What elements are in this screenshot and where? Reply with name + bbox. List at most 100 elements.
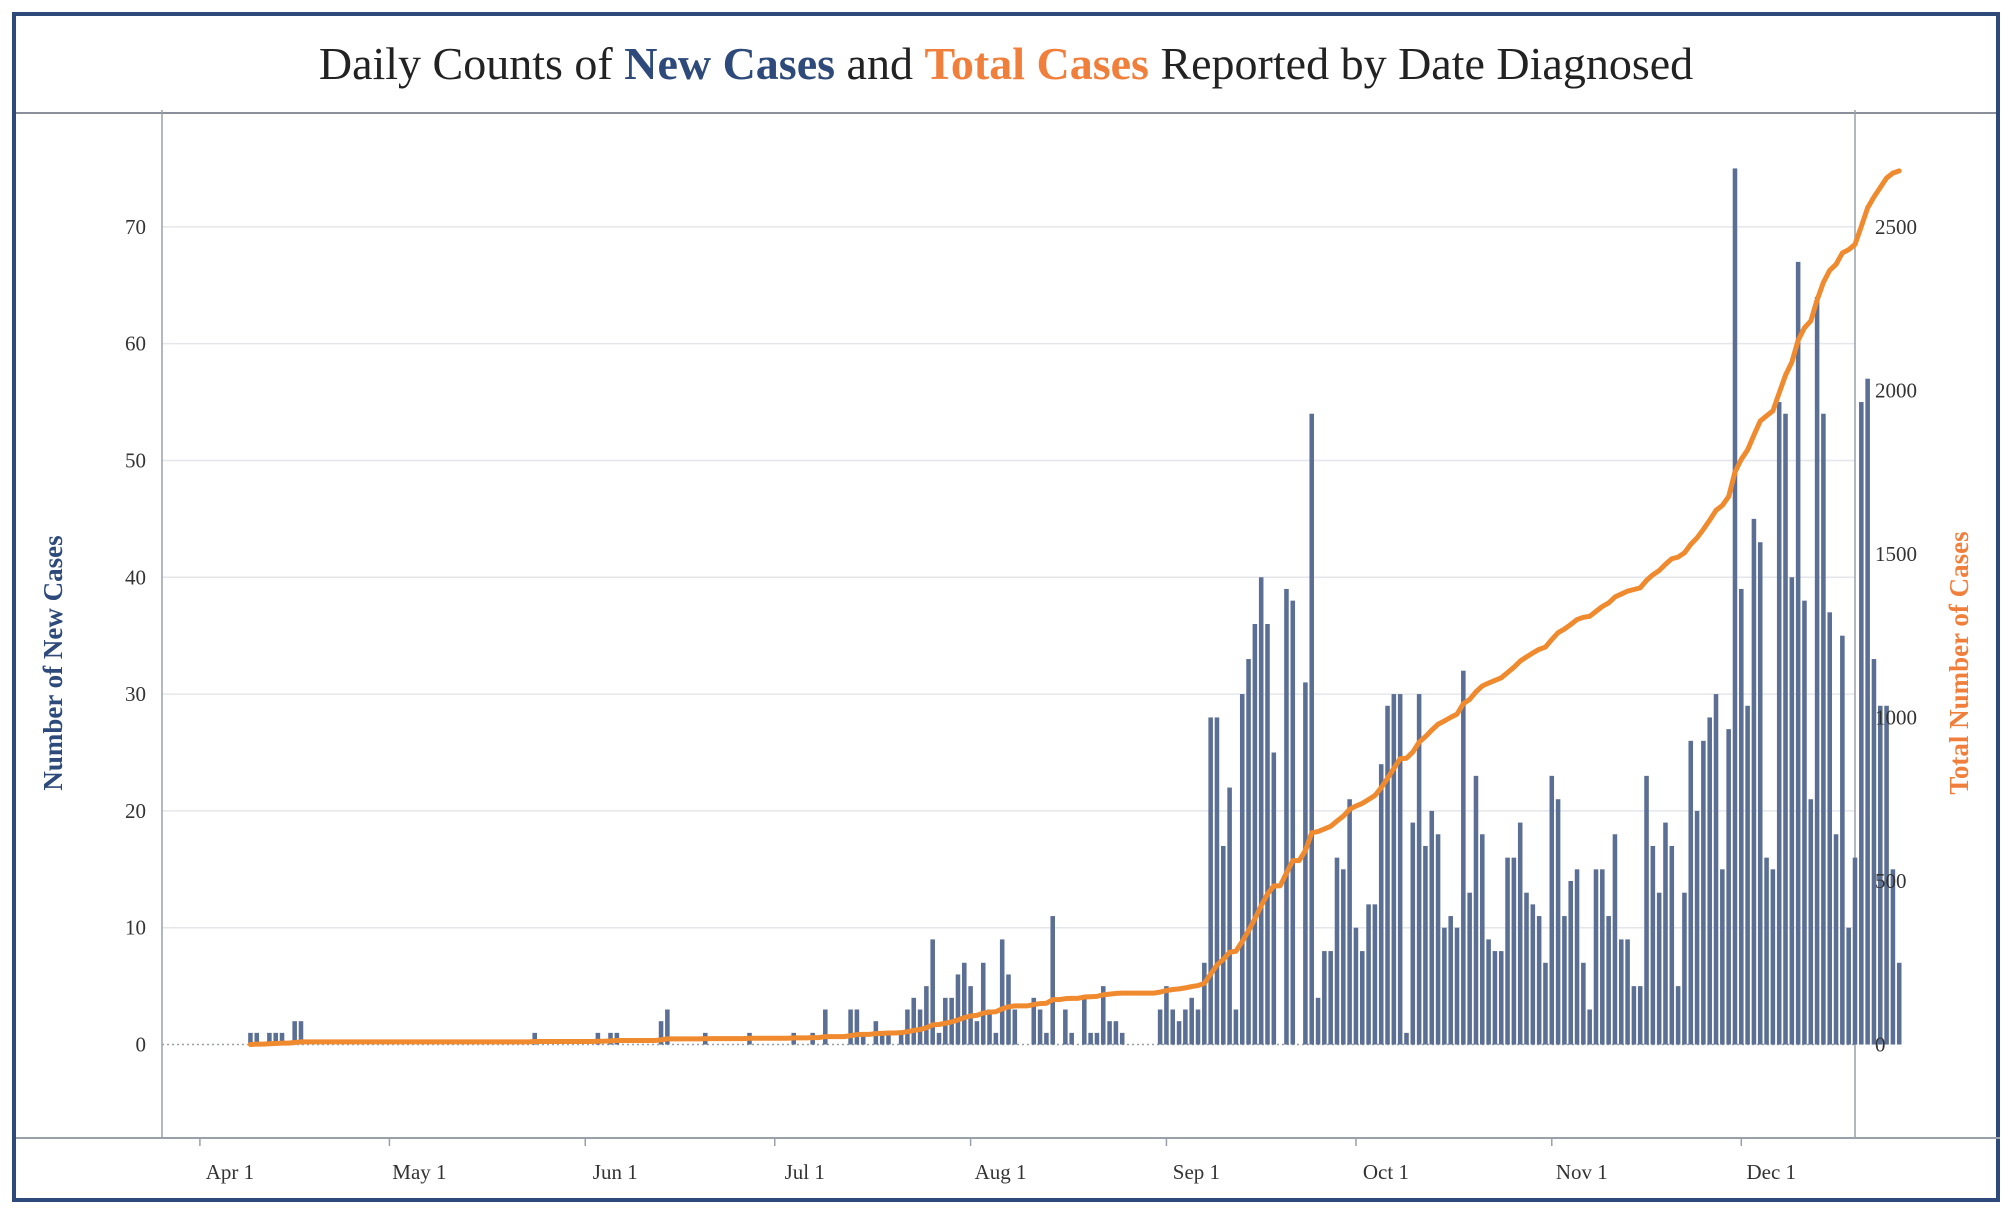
new-cases-bar bbox=[1732, 168, 1738, 1045]
y2-tick-label: 500 bbox=[1875, 869, 1907, 893]
new-cases-bar bbox=[1511, 857, 1517, 1045]
new-cases-bar bbox=[1877, 705, 1883, 1045]
title-bar: Daily Counts of New Cases and Total Case… bbox=[16, 16, 1996, 114]
x-axis-ticks: Apr 1 May 1 Jun 1 Jul 1 Aug 1 Sep 1 Oct 1 Nov 1… bbox=[199, 1138, 1797, 1184]
x-tick-label: Dec 1 bbox=[1747, 1160, 1797, 1184]
new-cases-bar bbox=[1555, 799, 1561, 1045]
new-cases-bar bbox=[1100, 986, 1106, 1045]
y-tick-label: 30 bbox=[125, 682, 146, 706]
y2-tick-label: 1000 bbox=[1875, 705, 1917, 729]
new-cases-bar bbox=[1189, 997, 1194, 1045]
new-cases-bar bbox=[1315, 997, 1321, 1045]
new-cases-bar bbox=[273, 1032, 278, 1045]
new-cases-bar bbox=[1378, 764, 1384, 1045]
new-cases-bar bbox=[1435, 834, 1441, 1045]
new-cases-bar bbox=[1871, 659, 1877, 1045]
title-new-cases: New Cases bbox=[624, 38, 836, 89]
new-cases-bar bbox=[1239, 694, 1245, 1045]
new-cases-bar bbox=[1069, 1032, 1074, 1045]
new-cases-bar bbox=[1865, 378, 1870, 1045]
new-cases-bar bbox=[1701, 740, 1706, 1045]
new-cases-bar bbox=[1568, 881, 1573, 1045]
new-cases-bar bbox=[987, 1009, 992, 1045]
new-cases-bar bbox=[1713, 694, 1719, 1045]
new-cases-bar bbox=[1562, 916, 1567, 1045]
new-cases-bar bbox=[936, 1032, 942, 1045]
y2-tick-label: 2000 bbox=[1875, 378, 1917, 402]
new-cases-bar bbox=[1827, 612, 1833, 1045]
new-cases-bar bbox=[1290, 600, 1296, 1045]
new-cases-bar bbox=[1707, 717, 1712, 1045]
new-cases-bar bbox=[1789, 577, 1795, 1045]
new-cases-bar bbox=[1840, 635, 1845, 1045]
new-cases-bar bbox=[886, 1032, 891, 1045]
new-cases-bar bbox=[1574, 869, 1580, 1045]
new-cases-bar bbox=[1322, 951, 1327, 1045]
new-cases-bar bbox=[1359, 951, 1365, 1045]
x-tick-label: Apr 1 bbox=[206, 1160, 254, 1184]
new-cases-bar bbox=[1454, 927, 1460, 1045]
x-tick-label: Nov 1 bbox=[1556, 1160, 1608, 1184]
new-cases-bar bbox=[1473, 775, 1479, 1045]
x-tick-label: May 1 bbox=[392, 1160, 446, 1184]
new-cases-bar bbox=[1600, 869, 1605, 1045]
new-cases-bar bbox=[1164, 986, 1169, 1045]
new-cases-bar bbox=[1656, 892, 1662, 1045]
new-cases-bar bbox=[279, 1032, 285, 1045]
new-cases-bar bbox=[1233, 1009, 1239, 1045]
new-cases-bar bbox=[955, 974, 961, 1045]
new-cases-bar bbox=[1505, 857, 1510, 1045]
new-cases-bar bbox=[1372, 904, 1378, 1045]
new-cases-bar bbox=[1669, 845, 1675, 1045]
new-cases-bar bbox=[1176, 1021, 1182, 1045]
new-cases-bar bbox=[1757, 542, 1763, 1045]
new-cases-bar bbox=[1448, 916, 1453, 1045]
title-and: and bbox=[835, 38, 925, 89]
new-cases-bar bbox=[1442, 927, 1447, 1045]
new-cases-bar bbox=[1890, 869, 1896, 1045]
title-suffix: Reported by Date Diagnosed bbox=[1148, 38, 1694, 89]
new-cases-bar bbox=[1094, 1032, 1100, 1045]
new-cases-bar bbox=[1612, 834, 1618, 1045]
new-cases-bar bbox=[999, 939, 1005, 1045]
new-cases-bar bbox=[665, 1009, 670, 1045]
new-cases-bar bbox=[1644, 775, 1649, 1045]
new-cases-bar bbox=[848, 1009, 853, 1045]
new-cases-bar bbox=[1429, 810, 1435, 1045]
new-cases-bar bbox=[1536, 916, 1542, 1045]
new-cases-bar bbox=[248, 1032, 253, 1045]
new-cases-bar bbox=[1208, 717, 1213, 1045]
new-cases-bar bbox=[924, 986, 929, 1045]
new-cases-bar bbox=[1593, 869, 1599, 1045]
y-tick-label: 20 bbox=[125, 799, 146, 823]
new-cases-bar bbox=[1625, 939, 1630, 1045]
y2-axis-ticks: 0 500 1000 1500 2000 2500 bbox=[1875, 215, 1917, 1057]
new-cases-bar bbox=[1416, 694, 1422, 1045]
new-cases-bar bbox=[993, 1032, 999, 1045]
new-cases-bar bbox=[1353, 927, 1359, 1045]
new-cases-bar bbox=[1821, 413, 1826, 1045]
new-cases-bar bbox=[1524, 892, 1529, 1045]
x-tick-label: Sep 1 bbox=[1173, 1160, 1220, 1184]
y-tick-label: 50 bbox=[125, 448, 146, 472]
new-cases-bar bbox=[962, 962, 967, 1045]
new-cases-bar bbox=[1423, 845, 1428, 1045]
new-cases-bar bbox=[898, 1032, 904, 1045]
new-cases-bar bbox=[854, 1009, 860, 1045]
new-cases-bar bbox=[1606, 916, 1611, 1045]
new-cases-bar bbox=[1252, 624, 1258, 1045]
new-cases-bar bbox=[1530, 904, 1536, 1045]
new-cases-bar bbox=[1852, 857, 1858, 1045]
new-cases-bar bbox=[658, 1021, 664, 1045]
new-cases-bar bbox=[905, 1009, 910, 1045]
new-cases-bar bbox=[292, 1021, 297, 1045]
y-axis-title: Number of New Cases bbox=[38, 535, 68, 790]
new-cases-bar bbox=[1751, 518, 1757, 1045]
new-cases-bar bbox=[1410, 822, 1416, 1045]
new-cases-bar bbox=[1195, 1009, 1201, 1045]
new-cases-bar bbox=[1113, 1021, 1119, 1045]
y2-tick-label: 0 bbox=[1875, 1032, 1886, 1056]
y-tick-label: 10 bbox=[125, 916, 146, 940]
new-cases-bar bbox=[879, 1032, 885, 1045]
